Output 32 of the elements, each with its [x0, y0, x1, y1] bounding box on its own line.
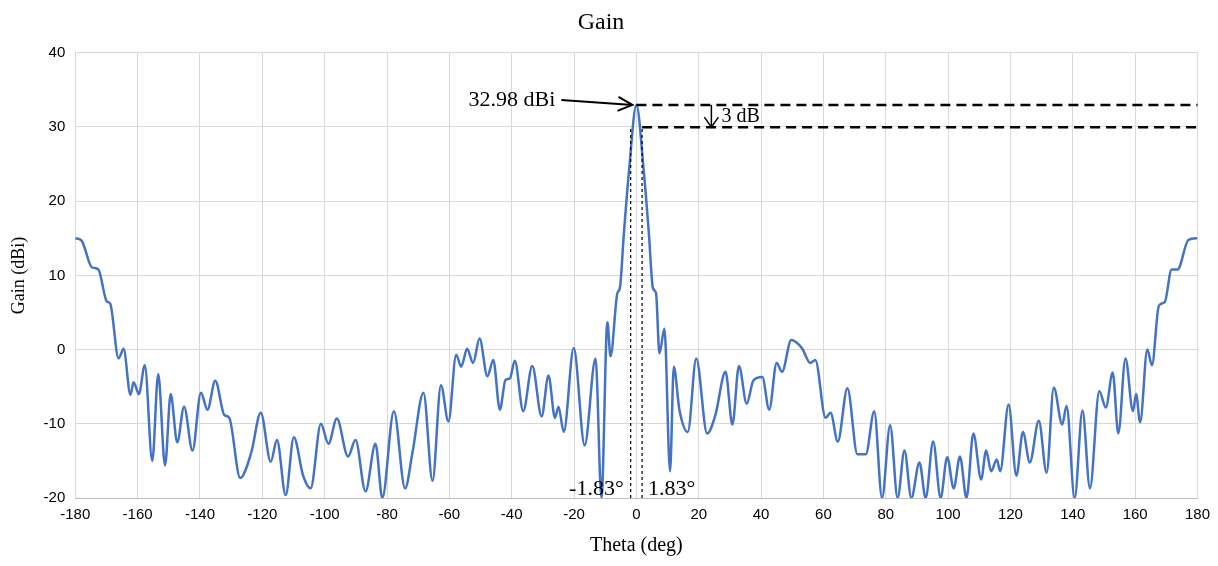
x-tick-label: 40: [752, 505, 770, 523]
x-tick-label: 120: [997, 505, 1023, 523]
y-tick-label: 40: [48, 42, 66, 60]
annotation: 3 dB: [721, 104, 760, 127]
y-tick-label: 0: [56, 339, 66, 357]
x-tick-label: 80: [877, 505, 895, 523]
x-tick-label: -160: [122, 505, 153, 523]
x-tick-label: -120: [247, 505, 278, 523]
x-tick-label: -140: [184, 505, 215, 523]
x-tick-label: -100: [309, 505, 340, 523]
x-axis-title: Theta (deg): [590, 533, 683, 557]
x-tick-label: -60: [438, 505, 461, 523]
y-tick-label: -10: [43, 413, 66, 431]
x-tick-label: -80: [376, 505, 398, 523]
chart-title: Gain: [577, 7, 625, 34]
annotation: 32.98 dBi: [468, 85, 556, 111]
x-tick-label: 140: [1060, 505, 1086, 523]
ref-line-label: 1.83°: [648, 474, 696, 500]
y-tick-label: 20: [48, 191, 66, 209]
y-tick-label: -20: [43, 488, 66, 506]
x-tick-label: -180: [60, 505, 91, 523]
x-tick-label: -20: [563, 505, 585, 523]
y-tick-label: 10: [48, 265, 66, 283]
x-tick-label: -40: [500, 505, 523, 523]
y-axis-title: Gain (dBi): [7, 236, 29, 315]
y-tick-label: 30: [48, 117, 66, 135]
x-tick-label: 20: [690, 505, 708, 523]
x-tick-label: 0: [632, 505, 641, 523]
x-tick-label: 180: [1184, 505, 1210, 523]
x-tick-label: 60: [815, 505, 832, 523]
x-tick-label: 100: [935, 505, 961, 523]
x-tick-label: 160: [1122, 505, 1148, 523]
